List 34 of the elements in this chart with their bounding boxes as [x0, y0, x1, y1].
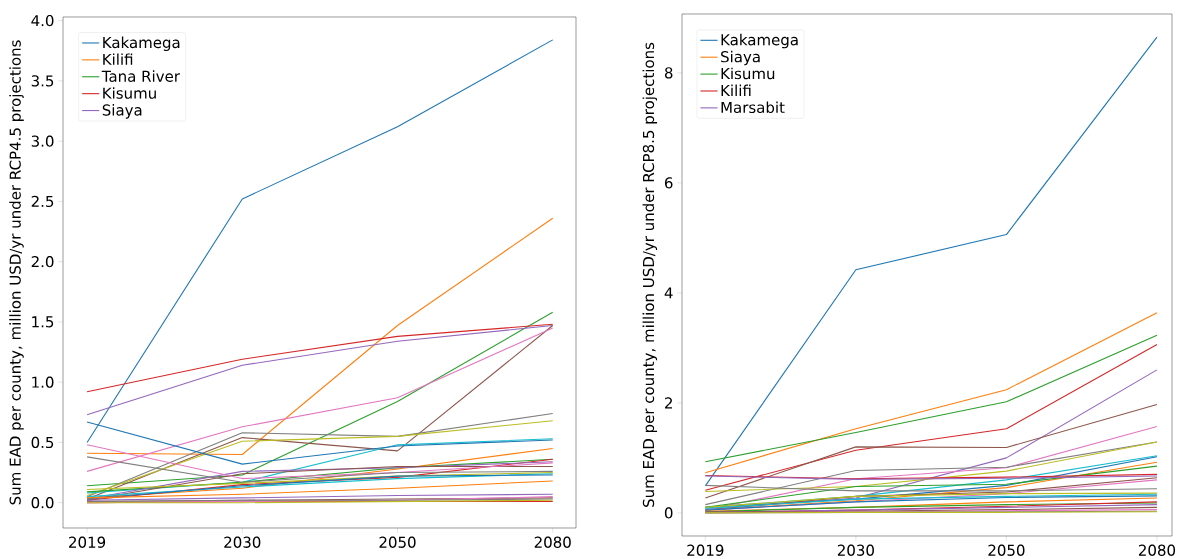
y-tick-label: 4.0: [31, 14, 54, 27]
y-tick-label: 2: [665, 397, 672, 409]
x-tick-label: 2050: [379, 536, 416, 548]
x-tick-label: 2019: [687, 544, 724, 556]
legend-label: Tana River: [101, 70, 180, 82]
y-tick-label: 0: [664, 507, 673, 519]
x-tick-label: 2050: [988, 544, 1025, 556]
y-tick-label: 2.0: [31, 255, 54, 268]
x-tick-label: 2019: [69, 536, 106, 548]
y-tick-label: 1.5: [32, 316, 54, 328]
y-tick-label: 8: [664, 67, 673, 79]
x-tick-label: 2030: [224, 536, 261, 548]
x-tick-label: 2030: [837, 544, 874, 556]
y-tick-label: 2.5: [31, 195, 54, 207]
legend-label: Siaya: [102, 104, 142, 119]
y-tick-label: 4: [664, 287, 673, 299]
legend-label: Kilifi: [721, 84, 751, 96]
legend-label: Siaya: [721, 50, 760, 66]
y-tick-label: 0.5: [31, 436, 54, 449]
y-tick-label: 6: [664, 177, 673, 189]
y-tick-label: 3.0: [31, 135, 54, 147]
y-tick-label: 0.0: [31, 496, 54, 509]
y-tick-label: 1.0: [32, 376, 54, 388]
legend-label: Kisumu: [103, 87, 156, 99]
x-tick-label: 2080: [534, 536, 571, 548]
y-axis-title: Sum EAD per county, million USD/yr under RCP8.5 projections: [642, 42, 658, 507]
x-tick-label: 2080: [1138, 544, 1176, 556]
legend-label: Marsabit: [721, 101, 785, 113]
legend-label: Kilifi: [103, 53, 133, 65]
legend-label: Kakamega: [103, 36, 180, 51]
y-axis-title: Sum EAD per county, million USD/yr under RCP4.5 projections: [9, 40, 24, 505]
y-tick-label: 3.5: [31, 75, 54, 87]
legend-label: Kakamega: [721, 33, 798, 49]
legend-label: Kisumu: [721, 67, 775, 80]
